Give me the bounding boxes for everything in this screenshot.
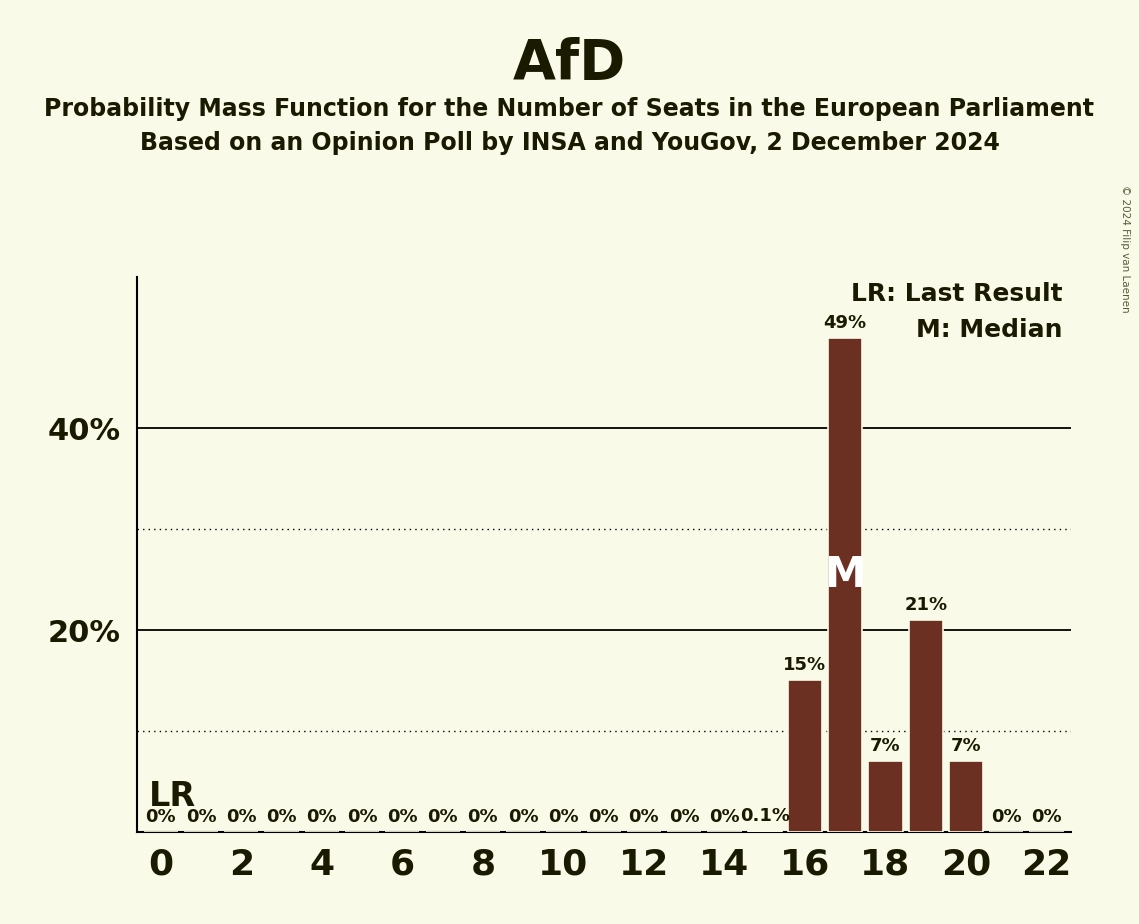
Text: 49%: 49% (823, 313, 867, 332)
Text: 0.1%: 0.1% (739, 807, 789, 824)
Text: 21%: 21% (904, 596, 948, 614)
Text: M: Median: M: Median (916, 318, 1063, 342)
Text: 0%: 0% (346, 808, 377, 825)
Text: 0%: 0% (508, 808, 539, 825)
Text: 0%: 0% (306, 808, 337, 825)
Text: LR: LR (149, 781, 196, 813)
Bar (868, 761, 902, 832)
Text: LR: Last Result: LR: Last Result (851, 282, 1063, 306)
Text: 0%: 0% (468, 808, 498, 825)
Text: Probability Mass Function for the Number of Seats in the European Parliament: Probability Mass Function for the Number… (44, 97, 1095, 121)
Bar (828, 337, 862, 832)
Text: 0%: 0% (226, 808, 256, 825)
Text: 0%: 0% (629, 808, 659, 825)
Text: 0%: 0% (548, 808, 579, 825)
Text: 0%: 0% (427, 808, 458, 825)
Bar (909, 620, 943, 832)
Text: 7%: 7% (951, 737, 982, 755)
Bar (747, 831, 781, 832)
Text: 0%: 0% (991, 808, 1022, 825)
Text: 15%: 15% (784, 656, 827, 675)
Text: 0%: 0% (387, 808, 418, 825)
Bar (788, 680, 822, 832)
Bar (949, 761, 983, 832)
Text: 0%: 0% (710, 808, 739, 825)
Text: Based on an Opinion Poll by INSA and YouGov, 2 December 2024: Based on an Opinion Poll by INSA and You… (140, 131, 999, 155)
Text: © 2024 Filip van Laenen: © 2024 Filip van Laenen (1121, 185, 1130, 312)
Text: 0%: 0% (186, 808, 216, 825)
Text: 7%: 7% (870, 737, 901, 755)
Text: AfD: AfD (513, 37, 626, 91)
Text: 0%: 0% (589, 808, 618, 825)
Text: 0%: 0% (669, 808, 699, 825)
Text: 0%: 0% (1031, 808, 1062, 825)
Text: 0%: 0% (146, 808, 177, 825)
Text: 0%: 0% (267, 808, 297, 825)
Text: M: M (825, 553, 866, 596)
